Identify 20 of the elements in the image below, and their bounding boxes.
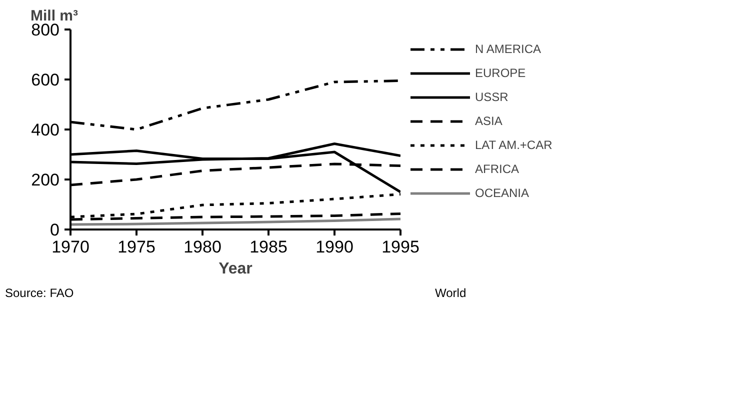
legend-label: OCEANIA [475, 186, 530, 200]
text: World [435, 285, 466, 302]
y-tick-label: 0 [50, 220, 60, 240]
y-tick-label: 400 [31, 120, 60, 140]
legend-label: N AMERICA [475, 42, 542, 56]
x-tick-label: 1980 [184, 238, 222, 256]
legend-label: USSR [475, 90, 508, 104]
source-note: Source: FAO [5, 285, 74, 302]
x-tick-label: 1990 [316, 238, 354, 256]
legend-label: AFRICA [475, 162, 520, 176]
legend-label: LAT AM.+CAR [475, 138, 552, 152]
x-axis-title: Year [218, 260, 252, 278]
y-tick-label: 200 [31, 170, 60, 190]
x-tick-label: 1995 [382, 238, 420, 256]
legend-label: ASIA [475, 114, 502, 128]
y-tick-label: 600 [31, 70, 60, 90]
x-tick-label: 1970 [52, 238, 90, 256]
x-tick-label: 1985 [250, 238, 288, 256]
x-tick-label: 1975 [118, 238, 156, 256]
legend-label: EUROPE [475, 66, 526, 80]
